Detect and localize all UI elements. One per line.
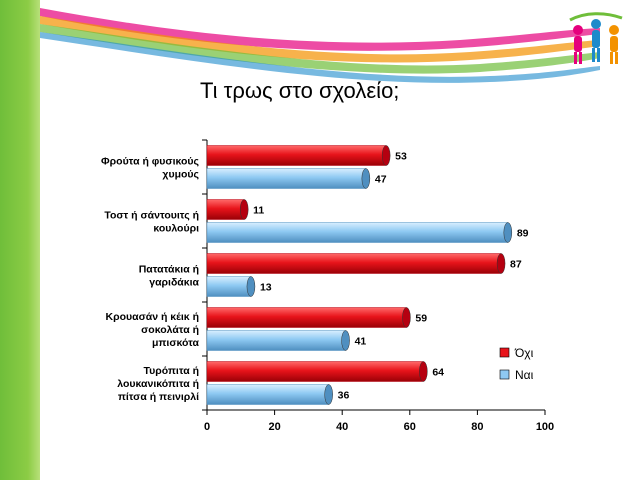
x-tick-label: 60 — [404, 421, 416, 433]
category-label: χυμούς — [162, 169, 199, 181]
bar-no — [206, 307, 407, 328]
bar-end-cap — [503, 222, 513, 243]
category-label: Πατατάκια ή — [139, 264, 199, 276]
bar-yes — [206, 330, 346, 351]
bar-yes — [206, 222, 509, 243]
children-logo-icon — [569, 12, 623, 64]
category-label: σοκολάτα ή — [141, 324, 199, 336]
data-label: 59 — [415, 313, 427, 325]
data-label: 36 — [338, 390, 350, 402]
x-tick-label: 100 — [536, 421, 554, 433]
x-tick-label: 80 — [471, 421, 483, 433]
category-label: Φρούτα ή φυσικούς — [101, 156, 199, 168]
category-label: Τυρόπιτα ή — [144, 365, 200, 377]
bar-yes — [206, 168, 367, 189]
bar-end-cap — [496, 253, 506, 274]
legend-label-no: Όχι — [514, 346, 534, 360]
category-label: κουλούρι — [153, 223, 199, 235]
category-label: γαριδάκια — [149, 277, 199, 289]
data-label: 41 — [355, 336, 367, 348]
category-label: λουκανικόπιτα ή — [117, 378, 199, 390]
legend-label-yes: Ναι — [515, 368, 534, 382]
decorative-swoosh — [40, 8, 600, 83]
bar-no — [206, 199, 245, 220]
bar-end-cap — [361, 168, 371, 189]
bar-no — [206, 361, 424, 382]
legend-swatch-yes — [499, 369, 510, 380]
data-label: 11 — [253, 205, 264, 217]
data-label: 64 — [432, 367, 444, 379]
category-label: πίτσα ή πεινιρλί — [118, 391, 199, 403]
bar-yes — [206, 276, 252, 297]
category-label: Τοστ ή σάντουιτς ή — [104, 210, 199, 222]
bar-end-cap — [239, 199, 249, 220]
data-label: 47 — [375, 174, 387, 186]
legend-swatch-no — [499, 347, 510, 358]
slide-title: Τι τρως στο σχολείο; — [200, 78, 400, 103]
bar-end-cap — [402, 307, 411, 328]
category-label: Κρουασάν ή κέικ ή — [106, 311, 199, 323]
category-label: μπισκότα — [152, 337, 200, 349]
bar-end-cap — [341, 330, 350, 351]
bar-no — [206, 145, 387, 166]
data-label: 87 — [510, 259, 522, 271]
bar-end-cap — [324, 384, 333, 405]
bar-end-cap — [419, 361, 428, 382]
bar-end-cap — [381, 145, 391, 166]
data-label: 89 — [517, 228, 529, 240]
x-tick-label: 20 — [268, 421, 280, 433]
data-label: 53 — [395, 151, 407, 163]
bar-yes — [206, 384, 329, 405]
bar-no — [206, 253, 502, 274]
bar-end-cap — [246, 276, 256, 297]
x-tick-label: 0 — [204, 421, 210, 433]
x-tick-label: 40 — [336, 421, 348, 433]
side-green-band — [0, 0, 40, 480]
data-label: 13 — [260, 282, 272, 294]
